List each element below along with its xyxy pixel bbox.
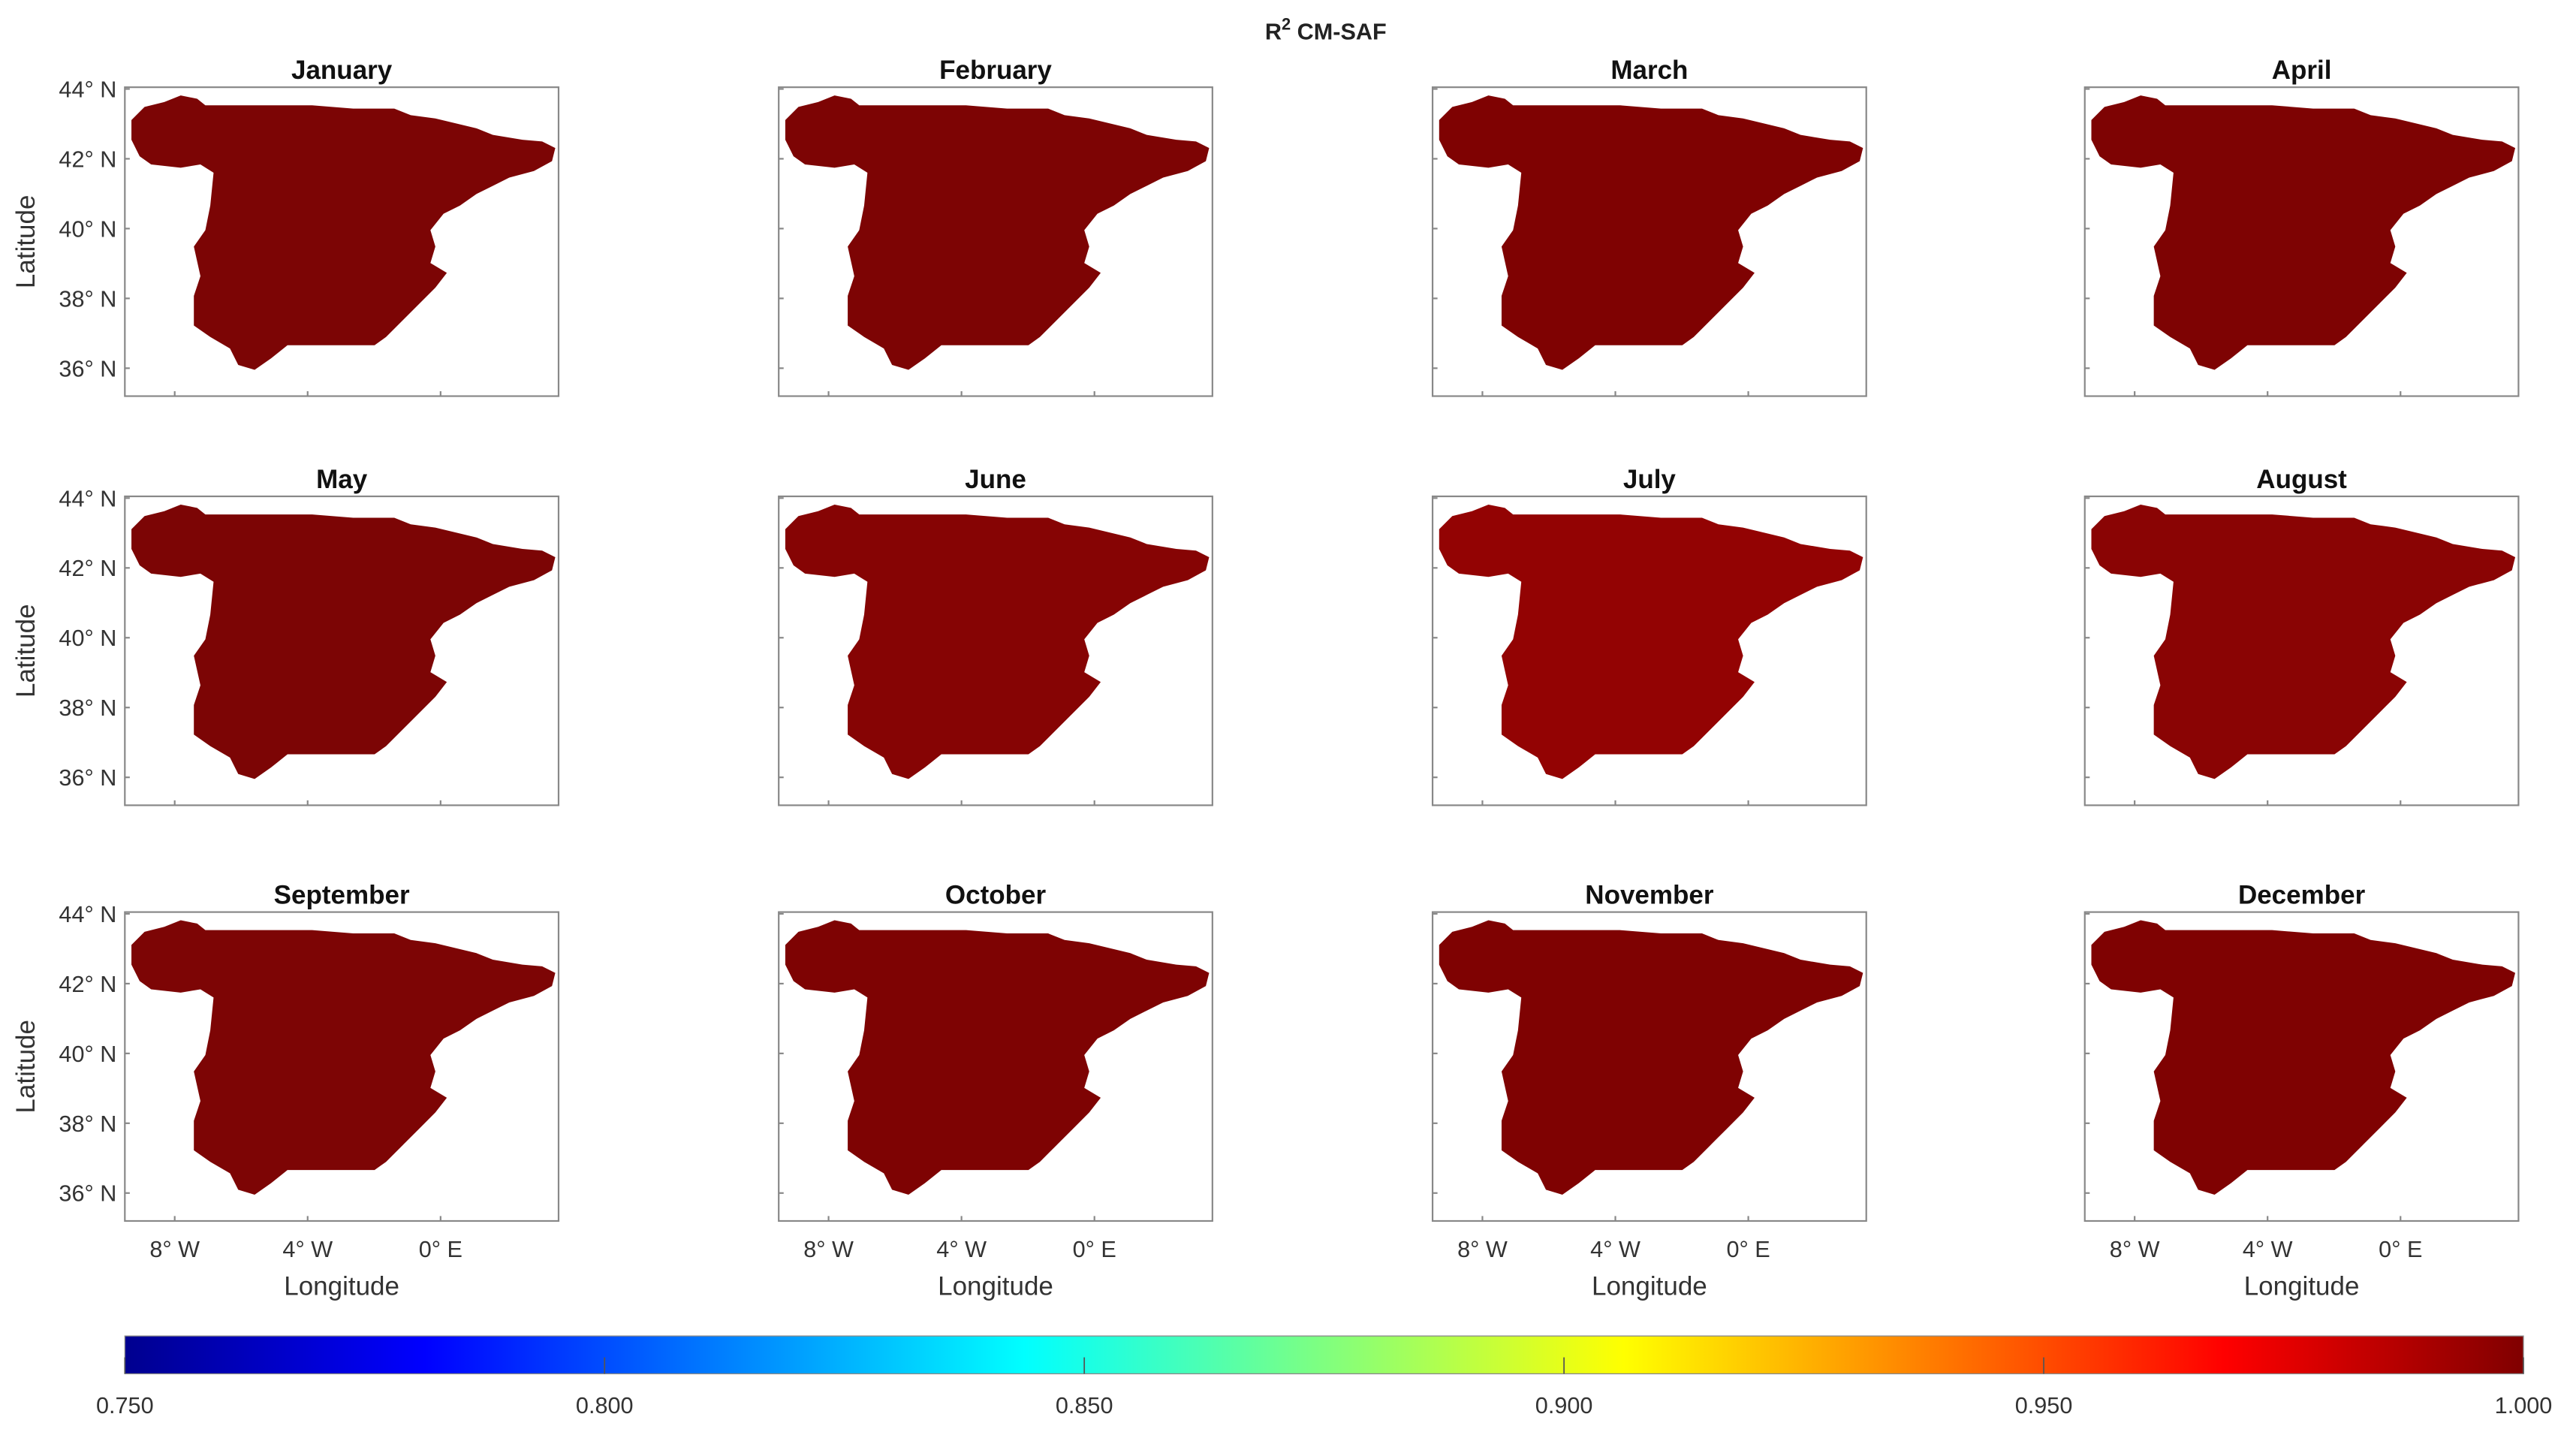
- panel-title: June: [965, 465, 1026, 494]
- panel-title: December: [2238, 881, 2366, 910]
- x-axis-label: Longitude: [1592, 1271, 1707, 1301]
- panel-title: March: [1610, 56, 1688, 85]
- y-tick-label: 38° N: [59, 286, 116, 312]
- map-panel: June: [778, 465, 1213, 806]
- panel-title: January: [291, 56, 393, 85]
- map-panel: December 8° W 4° W 0° E Longitude: [2083, 881, 2520, 1301]
- y-tick-label: 36° N: [59, 765, 116, 791]
- colorbar-tick-label: 0.950: [2015, 1393, 2073, 1418]
- x-tick-label: 8° W: [149, 1237, 200, 1262]
- x-tick-label: 8° W: [803, 1237, 854, 1262]
- y-tick-label: 40° N: [59, 626, 116, 651]
- x-tick-label: 4° W: [1590, 1237, 1641, 1262]
- y-tick-label: 42° N: [59, 556, 116, 581]
- map-panel: May 36° N 38° N 40° N 42° N 44° N Latitude: [11, 465, 560, 806]
- y-tick-label: 38° N: [59, 695, 116, 721]
- panel-title: September: [274, 881, 410, 910]
- x-tick-label: 8° W: [2110, 1237, 2160, 1262]
- y-axis-label: Latitude: [11, 195, 41, 289]
- x-tick-label: 4° W: [282, 1237, 333, 1262]
- y-axis-label: Latitude: [11, 604, 41, 698]
- x-axis-label: Longitude: [284, 1271, 399, 1301]
- colorbar-tick-label: 0.750: [96, 1393, 154, 1418]
- x-tick-label: 0° E: [419, 1237, 462, 1262]
- panel-title: November: [1585, 881, 1714, 910]
- panel-title: October: [945, 881, 1047, 910]
- y-tick-label: 36° N: [59, 356, 116, 381]
- colorbar-tick-label: 0.850: [1056, 1393, 1113, 1418]
- map-panel: January 36° N 38° N 40° N 42° N 44° N Latitude: [11, 56, 560, 397]
- map-panel: October 8° W 4° W 0° E Longitude: [778, 881, 1213, 1301]
- y-tick-label: 42° N: [59, 972, 116, 997]
- y-tick-label: 40° N: [59, 1042, 116, 1067]
- map-panel: August: [2083, 465, 2520, 806]
- x-tick-label: 4° W: [936, 1237, 987, 1262]
- colorbar-tick-label: 0.800: [576, 1393, 634, 1418]
- map-panel: November 8° W 4° W 0° E Longitude: [1431, 881, 1867, 1301]
- colorbar: [124, 1335, 2524, 1375]
- x-tick-label: 0° E: [2379, 1237, 2422, 1262]
- y-tick-label: 38° N: [59, 1111, 116, 1137]
- map-panel: July: [1431, 465, 1867, 806]
- y-tick-label: 42° N: [59, 146, 116, 172]
- y-tick-label: 44° N: [59, 77, 116, 102]
- map-panel: September 36° N 38° N 40° N 42° N 44° N 8° W 4°…: [11, 881, 560, 1301]
- x-axis-label: Longitude: [2244, 1271, 2360, 1301]
- map-panel: February: [778, 56, 1213, 397]
- title-base: R: [1265, 20, 1282, 45]
- panel-title: August: [2256, 465, 2347, 494]
- y-tick-label: 40° N: [59, 216, 116, 242]
- x-axis-label: Longitude: [938, 1271, 1053, 1301]
- colorbar-tick-label: 1.000: [2495, 1393, 2553, 1418]
- y-tick-label: 36° N: [59, 1181, 116, 1207]
- figure-title: R2 CM-SAF: [1265, 15, 1387, 45]
- x-tick-label: 0° E: [1073, 1237, 1116, 1262]
- panel-title: February: [939, 56, 1052, 85]
- x-tick-label: 8° W: [1457, 1237, 1508, 1262]
- x-tick-label: 0° E: [1726, 1237, 1770, 1262]
- colorbar-tick-label: 0.900: [1535, 1393, 1593, 1418]
- panel-title: July: [1623, 465, 1677, 494]
- panel-title: May: [316, 465, 368, 494]
- y-tick-label: 44° N: [59, 486, 116, 511]
- title-rest: CM-SAF: [1291, 20, 1387, 45]
- y-axis-label: Latitude: [11, 1020, 41, 1114]
- y-tick-label: 44° N: [59, 902, 116, 927]
- map-panel: April: [2083, 56, 2520, 397]
- map-panel: March: [1431, 56, 1867, 397]
- title-superscript: 2: [1282, 15, 1291, 34]
- panel-title: April: [2272, 56, 2332, 85]
- x-tick-label: 4° W: [2243, 1237, 2293, 1262]
